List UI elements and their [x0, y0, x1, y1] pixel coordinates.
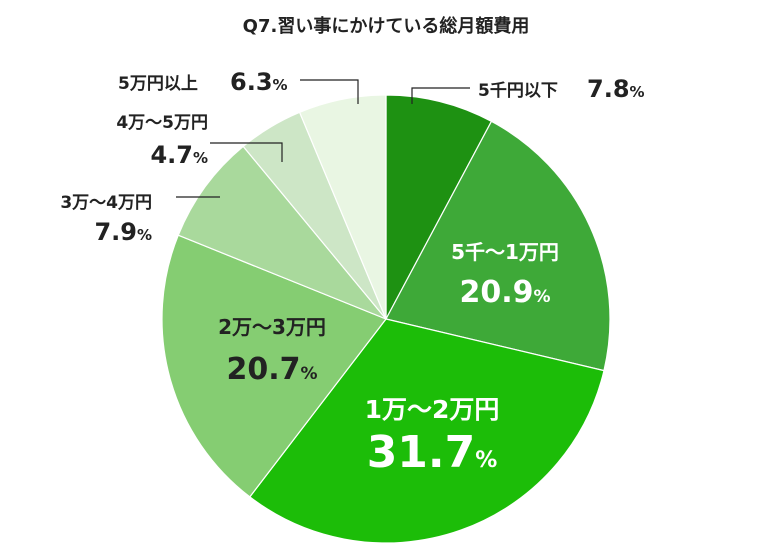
leader-line-6 [210, 142, 283, 162]
leader-line-7 [300, 79, 359, 104]
chart-title: Q7.習い事にかけている総月額費用 [243, 15, 530, 37]
pie-labels: 5千～1万円20.9%1万～2万円31.7%2万～3万円20.7%3万～4万円7… [60, 68, 644, 478]
slice-label-5: 3万～4万円 [60, 193, 152, 213]
slice-value-1: 7.8% [587, 75, 645, 103]
slice-label-6: 4万～5万円 [116, 113, 208, 133]
slice-value-6: 4.7% [150, 141, 208, 169]
pie-slice-3 [248, 318, 605, 544]
slice-value-5: 7.9% [94, 218, 152, 246]
slice-label-1: 5千円以下 [478, 81, 558, 101]
slice-value-2: 20.9% [459, 275, 550, 310]
leader-line-1 [411, 87, 470, 104]
slice-label-4: 2万～3万円 [218, 315, 326, 339]
slice-value-7: 6.3% [230, 68, 288, 96]
slice-label-2: 5千～1万円 [451, 240, 559, 264]
slice-label-3: 1万～2万円 [365, 395, 500, 424]
pie-slices [161, 94, 611, 544]
pie-slice-1 [385, 94, 493, 320]
pie-slice-5 [177, 145, 387, 320]
slice-label-7: 5万円以上 [118, 74, 198, 94]
pie-slice-7 [298, 94, 387, 320]
pie-slice-4 [161, 234, 387, 498]
pie-slice-2 [385, 120, 611, 372]
